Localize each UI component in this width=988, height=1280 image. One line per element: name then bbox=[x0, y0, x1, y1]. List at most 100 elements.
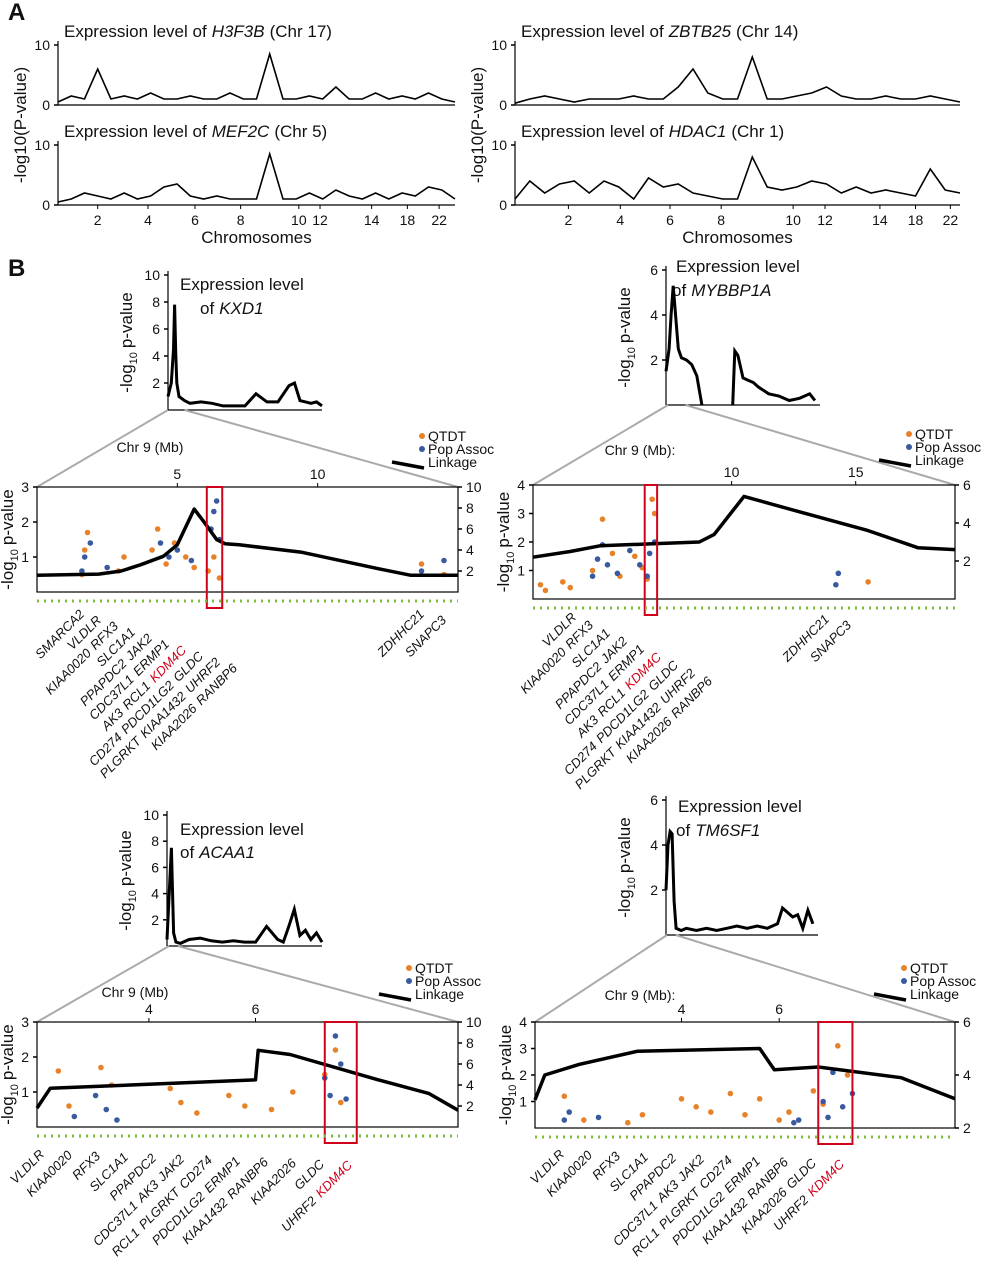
point bbox=[327, 1092, 333, 1099]
legend-swatch bbox=[901, 965, 907, 971]
title-suffix: (Chr 17) bbox=[270, 22, 332, 41]
title-text: Expression level of bbox=[64, 22, 207, 41]
point bbox=[332, 1033, 339, 1039]
y-label-sub: 10 bbox=[9, 549, 21, 561]
point bbox=[791, 1119, 797, 1126]
point bbox=[211, 508, 217, 515]
zoom-line bbox=[532, 404, 669, 486]
x-tick-label: 6 bbox=[191, 212, 199, 228]
x-tick-label: 4 bbox=[616, 212, 624, 228]
title-gene: MYBBP1A bbox=[691, 281, 771, 300]
point bbox=[844, 1072, 851, 1078]
point bbox=[595, 1114, 602, 1121]
x-tick-label: 14 bbox=[364, 212, 380, 228]
chart-title: Expression level bbox=[180, 275, 304, 294]
y-tick-label: 0 bbox=[499, 97, 507, 113]
point bbox=[649, 496, 655, 503]
point bbox=[213, 498, 220, 504]
point bbox=[566, 1109, 572, 1115]
y-tick-label: 2 bbox=[519, 1067, 527, 1083]
y-tick-label: 6 bbox=[151, 859, 159, 875]
point bbox=[343, 1096, 349, 1102]
y-tick-label: 4 bbox=[517, 477, 525, 493]
point bbox=[268, 1106, 275, 1113]
y-tick-label: 2 bbox=[152, 375, 160, 391]
y-label-sub: 10 bbox=[626, 347, 638, 359]
y-axis-label: -log10 p-value bbox=[0, 489, 21, 589]
y-tick-label: 1 bbox=[519, 1094, 527, 1110]
title-gene: HDAC1 bbox=[669, 122, 727, 141]
y-label-text: -log bbox=[0, 561, 17, 589]
linkage-line bbox=[533, 1046, 956, 1101]
y-label-text: p-value bbox=[496, 1025, 515, 1081]
y-tick-label: 0 bbox=[42, 97, 50, 113]
point bbox=[810, 1088, 817, 1094]
point bbox=[631, 553, 638, 560]
point bbox=[776, 1117, 782, 1123]
x-axis-label: Chr 9 (Mb): bbox=[605, 442, 676, 458]
legend-label: Pop Assoc bbox=[915, 439, 981, 455]
y-tick-label: 6 bbox=[152, 321, 160, 337]
point bbox=[92, 1092, 99, 1099]
point bbox=[79, 568, 85, 574]
y-tick-label: 6 bbox=[466, 521, 474, 537]
title-gene: MEF2C bbox=[212, 122, 270, 141]
y-axis-label: -log10 p-value bbox=[0, 1024, 21, 1124]
x-axis-label: Chromosomes bbox=[682, 228, 793, 247]
y-tick-label: 2 bbox=[466, 563, 474, 579]
chart-title: of ACAA1 bbox=[180, 843, 255, 862]
point bbox=[561, 1093, 568, 1099]
panel-label: B bbox=[8, 255, 25, 282]
point bbox=[567, 584, 574, 591]
title-gene: ACAA1 bbox=[198, 843, 255, 862]
title-text: of bbox=[672, 281, 686, 300]
y-label-sub: 10 bbox=[9, 1084, 21, 1096]
point bbox=[589, 573, 596, 579]
y-axis-label: -log10(P-value) bbox=[468, 67, 487, 183]
point bbox=[839, 1104, 846, 1110]
point bbox=[174, 547, 181, 553]
title-text: Expression level of bbox=[521, 122, 664, 141]
y-label-text: -log bbox=[494, 564, 513, 592]
legend-label: QTDT bbox=[415, 960, 454, 976]
x-tick-label: 8 bbox=[237, 212, 245, 228]
y-axis-label: -log10 p-value bbox=[116, 830, 139, 930]
plot-frame bbox=[36, 486, 459, 593]
x-tick-label: 10 bbox=[724, 464, 740, 480]
y-tick-label: 4 bbox=[519, 1014, 527, 1030]
y-tick-label: 2 bbox=[963, 553, 971, 569]
title-text: Expression level of bbox=[521, 22, 664, 41]
y-tick-label: 10 bbox=[143, 807, 159, 823]
y-label-text: p-value bbox=[615, 287, 634, 343]
legend-label: QTDT bbox=[428, 428, 467, 444]
point bbox=[167, 1085, 174, 1092]
title-gene: H3F3B bbox=[212, 22, 265, 41]
point bbox=[589, 567, 596, 574]
x-axis-label: Chr 9 (Mb): bbox=[605, 987, 676, 1003]
y-label-text: -log bbox=[0, 1096, 17, 1124]
y-label-text: -log bbox=[615, 359, 634, 387]
point bbox=[594, 556, 601, 562]
title-gene: KXD1 bbox=[219, 299, 263, 318]
title-suffix: (Chr 5) bbox=[274, 122, 327, 141]
y-label-text: -log bbox=[117, 364, 136, 392]
chart-title: of MYBBP1A bbox=[672, 281, 772, 300]
point bbox=[66, 1103, 72, 1109]
point bbox=[188, 557, 195, 564]
x-tick-label: 18 bbox=[400, 212, 416, 228]
y-label-text: -log bbox=[615, 889, 634, 917]
x-tick-label: 6 bbox=[666, 212, 674, 228]
y-axis-label: -log10 p-value bbox=[615, 287, 638, 387]
point bbox=[636, 562, 643, 568]
line bbox=[664, 828, 815, 934]
line bbox=[57, 51, 456, 103]
legend-swatch bbox=[378, 992, 412, 1002]
point bbox=[178, 1099, 184, 1106]
legend-label: Linkage bbox=[428, 454, 477, 470]
point bbox=[166, 554, 172, 560]
x-tick-label: 6 bbox=[252, 1001, 260, 1017]
point bbox=[103, 1106, 110, 1113]
x-tick-label: 4 bbox=[678, 1001, 686, 1017]
point bbox=[182, 554, 189, 560]
panel-label: A bbox=[8, 0, 25, 26]
